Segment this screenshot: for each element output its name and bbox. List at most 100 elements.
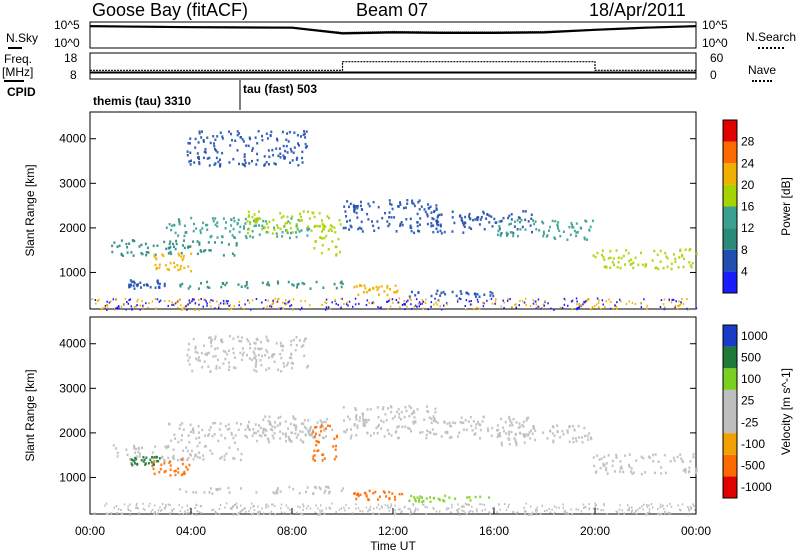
velocity-pixel <box>309 429 311 432</box>
velocity-pixel <box>237 428 240 431</box>
velocity-pixel <box>160 456 163 459</box>
velocity-pixel <box>151 451 154 454</box>
date-title: 18/Apr/2011 <box>589 0 686 20</box>
velocity-pixel <box>552 439 555 442</box>
velocity-pixel <box>413 496 416 499</box>
velocity-ground-scatter <box>693 505 695 507</box>
power-pixel <box>423 208 426 211</box>
velocity-ground-scatter <box>159 510 162 513</box>
velocity-pixel <box>408 404 411 408</box>
power-ground-scatter <box>300 300 302 303</box>
power-pixel <box>254 217 257 221</box>
velocity-pixel <box>355 493 358 496</box>
power-pixel <box>333 226 336 229</box>
velocity-pixel <box>421 431 424 434</box>
velocity-pixel <box>605 466 608 470</box>
power-ground-scatter <box>543 304 545 307</box>
power-pixel <box>519 228 522 231</box>
velocity-pixel <box>442 499 445 502</box>
power-pixel <box>290 231 292 235</box>
power-ground-scatter <box>544 300 546 303</box>
power-pixel <box>138 245 141 248</box>
velocity-pixel <box>313 436 316 440</box>
power-ground-scatter <box>615 305 617 308</box>
power-pixel <box>214 138 217 142</box>
power-pixel <box>221 135 224 138</box>
velocity-pixel <box>527 416 530 420</box>
velocity-colorbar-tick-label: 500 <box>741 350 761 364</box>
velocity-colorbar-swatch <box>723 325 737 347</box>
power-pixel <box>243 225 246 228</box>
velocity-ground-scatter <box>554 511 556 514</box>
velocity-ground-scatter <box>621 509 623 512</box>
power-pixel <box>410 290 413 294</box>
power-colorbar-swatch <box>723 141 737 164</box>
velocity-ground-scatter <box>388 509 390 512</box>
power-pixel <box>359 204 362 208</box>
velocity-pixel <box>404 405 407 409</box>
power-pixel <box>464 221 467 225</box>
velocity-pixel <box>416 496 419 499</box>
velocity-pixel <box>508 443 511 446</box>
velocity-pixel <box>331 428 334 432</box>
velocity-pixel <box>344 430 347 434</box>
velocity-pixel <box>435 432 438 436</box>
power-ground-scatter <box>365 304 368 306</box>
power-pixel <box>335 253 338 256</box>
power-pixel <box>217 160 220 164</box>
power-pixel <box>279 152 282 155</box>
velocity-pixel <box>405 409 408 413</box>
velocity-pixel <box>321 453 324 456</box>
power-ground-scatter <box>292 308 294 311</box>
velocity-pixel <box>556 430 559 433</box>
velocity-pixel <box>434 411 437 414</box>
velocity-pixel <box>448 436 451 439</box>
velocity-pixel <box>294 417 297 421</box>
velocity-ground-scatter <box>390 503 392 506</box>
power-pixel <box>508 223 511 226</box>
power-pixel <box>319 236 322 239</box>
power-ground-scatter <box>436 303 438 306</box>
velocity-pixel <box>269 421 272 424</box>
velocity-ground-scatter <box>386 504 389 507</box>
power-pixel <box>378 293 380 296</box>
velocity-pixel <box>192 428 195 431</box>
power-ground-scatter <box>464 305 466 307</box>
velocity-ground-scatter <box>169 512 171 515</box>
velocity-ground-scatter <box>415 507 417 510</box>
velocity-pixel <box>619 470 621 473</box>
velocity-pixel <box>152 462 155 465</box>
velocity-ground-scatter <box>232 505 234 508</box>
power-ground-scatter <box>270 304 272 307</box>
velocity-pixel <box>318 486 321 489</box>
power-data <box>91 130 698 311</box>
power-pixel <box>206 280 209 284</box>
velocity-pixel <box>654 471 656 475</box>
power-ground-scatter <box>483 302 485 305</box>
velocity-ground-scatter <box>397 508 400 511</box>
velocity-ground-scatter <box>529 513 531 516</box>
power-ground-scatter <box>640 302 642 305</box>
power-pixel <box>688 261 691 264</box>
velocity-ground-scatter <box>410 511 412 514</box>
velocity-pixel <box>523 434 525 438</box>
power-pixel <box>394 284 397 287</box>
velocity-pixel <box>496 424 499 427</box>
velocity-pixel <box>213 337 216 341</box>
power-ground-scatter <box>418 301 421 304</box>
velocity-pixel <box>254 431 257 435</box>
velocity-pixel <box>220 434 223 437</box>
velocity-ground-scatter <box>499 508 501 511</box>
velocity-pixel <box>448 496 451 499</box>
velocity-pixel <box>232 351 235 355</box>
velocity-pixel <box>479 428 482 432</box>
velocity-pixel <box>279 423 282 426</box>
power-pixel <box>359 284 362 288</box>
velocity-ground-scatter <box>603 502 605 505</box>
power-ground-scatter <box>388 299 390 302</box>
power-pixel <box>175 242 178 246</box>
velocity-pixel <box>290 339 293 343</box>
velocity-pixel <box>334 448 337 451</box>
velocity-ground-scatter <box>493 506 495 509</box>
velocity-pixel <box>295 436 298 439</box>
